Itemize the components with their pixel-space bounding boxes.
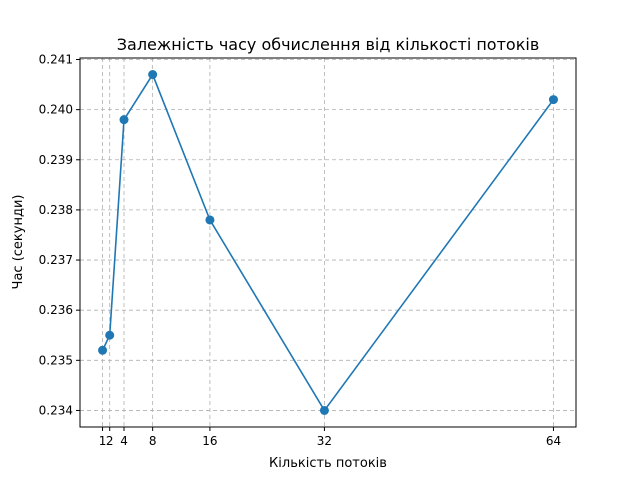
y-tick-label: 0.234 (39, 403, 73, 417)
x-tick-label: 1 (99, 434, 107, 448)
y-axis: 0.234 0.235 0.236 0.237 0.238 0.239 0.240 0.241 (39, 53, 80, 417)
y-tick-label: 0.235 (39, 353, 73, 367)
data-point (105, 330, 115, 340)
x-tick-label: 8 (149, 434, 157, 448)
data-point (98, 345, 108, 355)
data-point (148, 70, 158, 80)
data-point (119, 115, 129, 125)
y-tick-label: 0.239 (39, 153, 73, 167)
chart-title: Залежність часу обчислення від кількості… (117, 35, 540, 54)
x-tick-label: 32 (317, 434, 332, 448)
y-tick-label: 0.237 (39, 253, 73, 267)
data-point (205, 215, 215, 225)
y-axis-label: Час (секунди) (11, 195, 26, 290)
series-layer (98, 70, 558, 415)
x-axis-label: Кількість потоків (269, 456, 387, 471)
y-tick-label: 0.240 (39, 103, 73, 117)
x-tick-label: 2 (106, 434, 114, 448)
x-tick-label: 64 (546, 434, 561, 448)
x-tick-label: 4 (120, 434, 128, 448)
data-point (319, 405, 329, 415)
x-axis: 1 2 4 8 16 32 64 (99, 427, 561, 448)
data-point (548, 95, 558, 105)
x-tick-label: 16 (202, 434, 217, 448)
plot-frame (79, 57, 577, 428)
y-tick-label: 0.236 (39, 303, 73, 317)
y-tick-label: 0.238 (39, 203, 73, 217)
grid (80, 58, 576, 427)
y-tick-label: 0.241 (39, 53, 73, 67)
